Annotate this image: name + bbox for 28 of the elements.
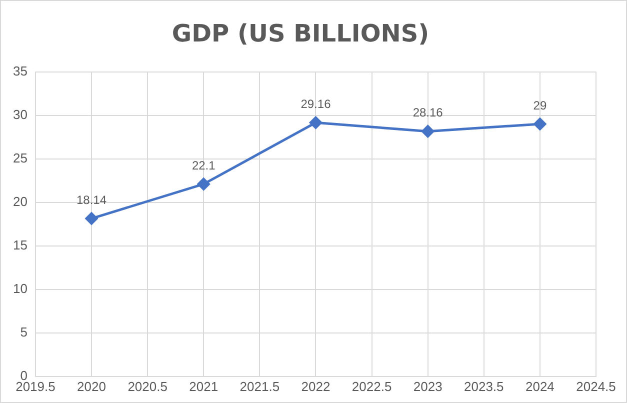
x-tick-label: 2021: [189, 378, 218, 394]
data-label: 29: [533, 98, 547, 112]
y-tick-label: 15: [12, 237, 28, 252]
point: [309, 116, 322, 129]
x-tick-label: 2022: [301, 378, 330, 394]
point: [422, 125, 434, 138]
point: [534, 118, 546, 130]
data-label: 29.16: [300, 96, 332, 111]
y-tick-label: 35: [12, 63, 28, 78]
y-tick-label: 25: [12, 150, 28, 166]
data-label: 22.1: [192, 158, 216, 172]
point: [197, 178, 210, 190]
y-tick-label: 5: [20, 324, 28, 340]
data-label: 18.14: [76, 192, 107, 207]
x-tick-label: 2023.5: [464, 378, 504, 394]
x-tick-label: 2022.5: [352, 378, 392, 394]
x-tick-label: 2020: [77, 378, 106, 394]
point: [85, 212, 98, 225]
chart-title: GDP (US BILLIONS): [172, 20, 430, 48]
x-tick-label: 2021.5: [240, 378, 280, 394]
x-tick-label: 2024: [525, 378, 554, 394]
y-tick-label: 30: [12, 106, 28, 122]
y-tick-label: 20: [12, 194, 28, 209]
x-tick-label: 2020.5: [128, 378, 168, 394]
data-label: 28.16: [412, 106, 444, 120]
x-tick-label: 2023: [413, 378, 442, 394]
y-tick-label: 10: [12, 280, 28, 296]
x-tick-label: 2024.5: [576, 378, 616, 394]
